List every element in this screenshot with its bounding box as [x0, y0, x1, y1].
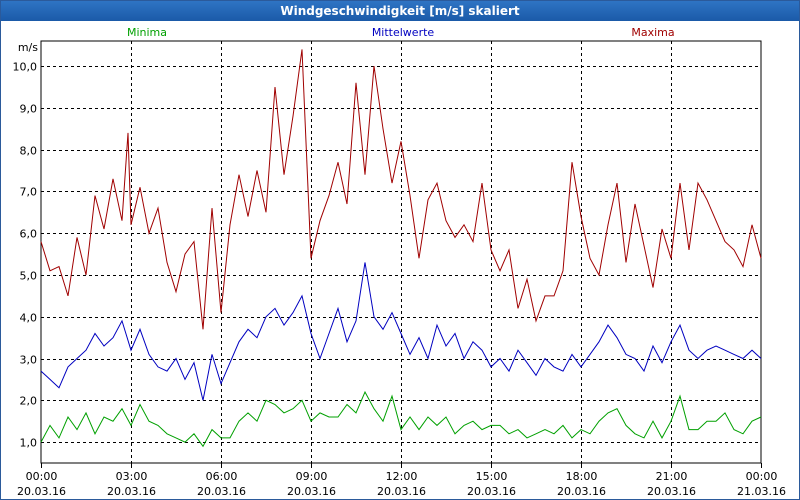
- x-tick-label-time: 12:00: [386, 470, 418, 483]
- x-tick-label-date: 20.03.16: [557, 485, 606, 498]
- x-tick-label-date: 20.03.16: [197, 485, 246, 498]
- wind-speed-chart: 1,0 2,0 3,0 4,0 5,0 6,0 7,0 8,0 9,0 10,0 00:00 20.0…: [13, 26, 786, 498]
- legend-mittelwerte: Mittelwerte: [372, 26, 435, 39]
- x-tick-label-time: 06:00: [206, 470, 238, 483]
- x-tick-label-date: 20.03.16: [377, 485, 426, 498]
- x-tick-label-time: 00:00: [746, 470, 778, 483]
- x-tick-label-date: 20.03.16: [287, 485, 336, 498]
- x-tick-label-date: 20.03.16: [647, 485, 696, 498]
- x-tick-label-date: 20.03.16: [107, 485, 156, 498]
- x-tick-label-date: 20.03.16: [467, 485, 516, 498]
- y-tick-label: 5,0: [20, 270, 38, 283]
- x-tick-label-time: 18:00: [566, 470, 598, 483]
- y-tick-label: 1,0: [20, 437, 38, 450]
- y-tick-label: 8,0: [20, 145, 38, 158]
- y-tick-label: 6,0: [20, 228, 38, 241]
- y-axis-unit: m/s: [18, 41, 38, 54]
- series-line-maxima: [40, 49, 762, 330]
- y-tick-label: 10,0: [13, 61, 38, 74]
- series-line-minima: [40, 390, 762, 448]
- x-tick-label-time: 00:00: [26, 470, 58, 483]
- y-tick-label: 3,0: [20, 354, 38, 367]
- x-tick-label-time: 15:00: [476, 470, 508, 483]
- x-tick-label-time: 21:00: [656, 470, 688, 483]
- window-title: Windgeschwindigkeit [m/s] skaliert: [1, 1, 799, 21]
- y-tick-label: 7,0: [20, 186, 38, 199]
- x-tick-label-time: 03:00: [116, 470, 148, 483]
- y-tick-label: 9,0: [20, 103, 38, 116]
- x-tick-label-time: 09:00: [296, 470, 328, 483]
- y-tick-label: 2,0: [20, 395, 38, 408]
- y-tick-label: 4,0: [20, 312, 38, 325]
- series-line-mittelwerte: [40, 262, 762, 401]
- legend-maxima: Maxima: [631, 26, 674, 39]
- x-tick-label-date: 20.03.16: [17, 485, 66, 498]
- legend-minima: Minima: [127, 26, 167, 39]
- x-tick-label-date: 21.03.16: [737, 485, 786, 498]
